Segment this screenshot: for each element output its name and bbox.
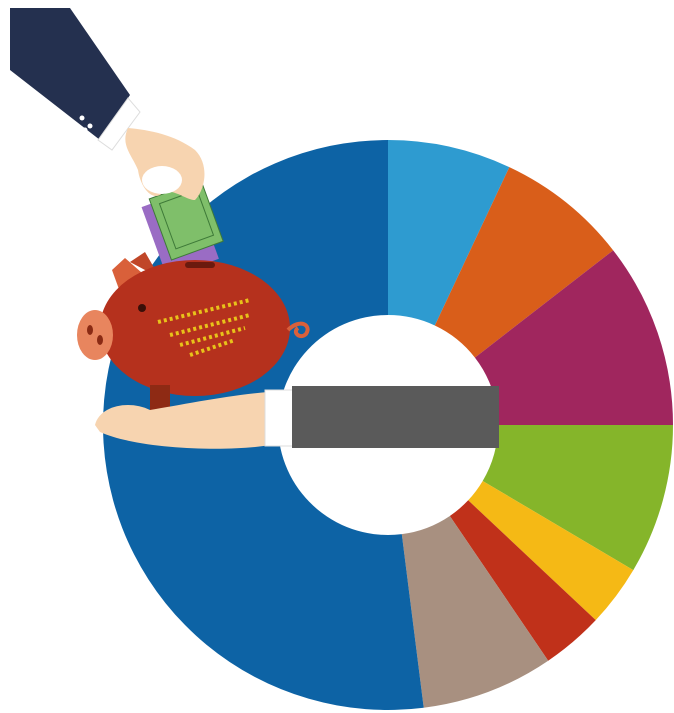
sleeve-fold <box>142 166 182 194</box>
donut-slice <box>401 515 549 708</box>
banknote-pattern <box>158 189 215 250</box>
shirt-cuff <box>97 97 141 151</box>
coin-slot <box>185 262 215 268</box>
donut-slice <box>449 500 596 661</box>
suit-sleeve <box>10 8 130 140</box>
tail <box>286 321 310 339</box>
nostril <box>97 335 103 345</box>
banknotes <box>141 179 224 278</box>
shirt-cuff <box>264 389 294 447</box>
upper-arm <box>10 8 224 278</box>
lower-arm <box>95 386 499 449</box>
nostril <box>87 325 93 335</box>
donut-slice <box>474 250 673 425</box>
eye <box>138 304 146 312</box>
snout <box>77 310 113 360</box>
hand <box>95 392 270 449</box>
donut-slice <box>388 140 510 326</box>
donut-slice <box>468 480 634 621</box>
button <box>87 123 93 129</box>
button <box>79 115 85 121</box>
suit-sleeve <box>292 386 499 448</box>
donut-slice <box>434 167 614 358</box>
donut-slice <box>482 425 673 571</box>
piggy-bank <box>77 252 310 423</box>
button <box>82 127 88 133</box>
